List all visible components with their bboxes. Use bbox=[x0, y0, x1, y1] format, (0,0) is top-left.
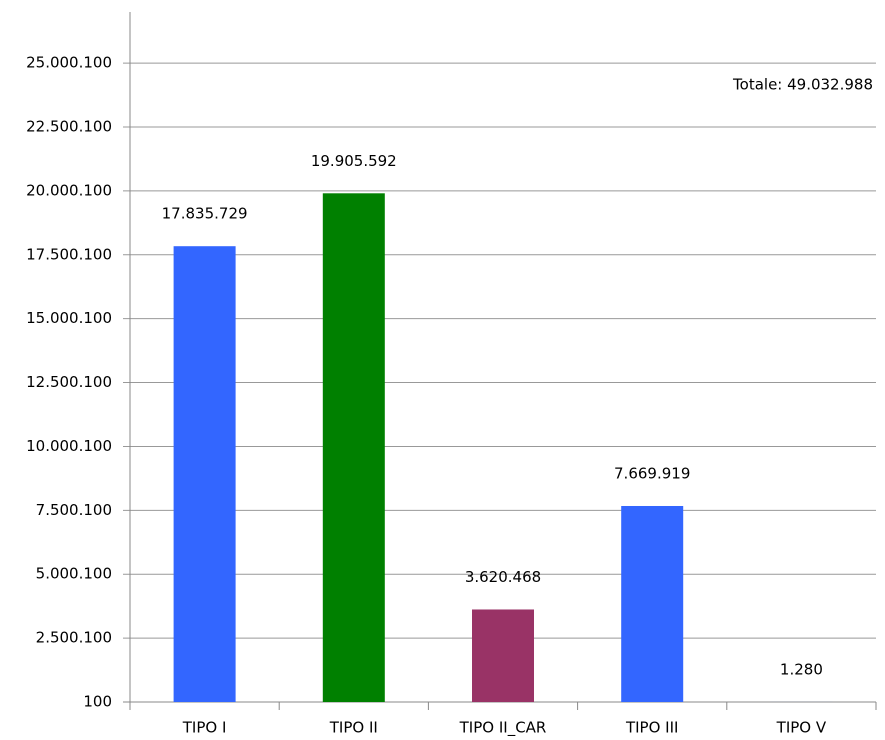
value-label: 19.905.592 bbox=[311, 152, 397, 170]
y-tick-label: 5.000.100 bbox=[36, 565, 112, 583]
value-label: 3.620.468 bbox=[465, 568, 541, 586]
y-tick-label: 10.000.100 bbox=[26, 437, 112, 455]
x-tick-label: TIPO III bbox=[625, 719, 678, 737]
y-tick-label: 25.000.100 bbox=[26, 54, 112, 72]
value-label: 1.280 bbox=[780, 660, 823, 678]
y-tick-label: 2.500.100 bbox=[36, 629, 112, 647]
bar bbox=[621, 505, 684, 702]
x-tick-label: TIPO V bbox=[776, 719, 827, 737]
y-tick-label: 100 bbox=[83, 693, 112, 711]
bar bbox=[322, 193, 385, 703]
x-tick-label: TIPO II_CAR bbox=[459, 719, 547, 738]
y-tick-label: 15.000.100 bbox=[26, 309, 112, 327]
y-tick-label: 22.500.100 bbox=[26, 118, 112, 136]
bar bbox=[173, 246, 236, 702]
y-tick-label: 12.500.100 bbox=[26, 373, 112, 391]
value-label: 17.835.729 bbox=[162, 205, 248, 223]
y-tick-label: 7.500.100 bbox=[36, 501, 112, 519]
value-label: 7.669.919 bbox=[614, 464, 690, 482]
total-annotation: Totale: 49.032.988 bbox=[732, 76, 873, 94]
y-tick-label: 20.000.100 bbox=[26, 181, 112, 199]
x-tick-label: TIPO II bbox=[329, 719, 378, 737]
x-tick-label: TIPO I bbox=[182, 719, 227, 737]
bar bbox=[472, 609, 534, 702]
y-tick-label: 17.500.100 bbox=[26, 245, 112, 263]
